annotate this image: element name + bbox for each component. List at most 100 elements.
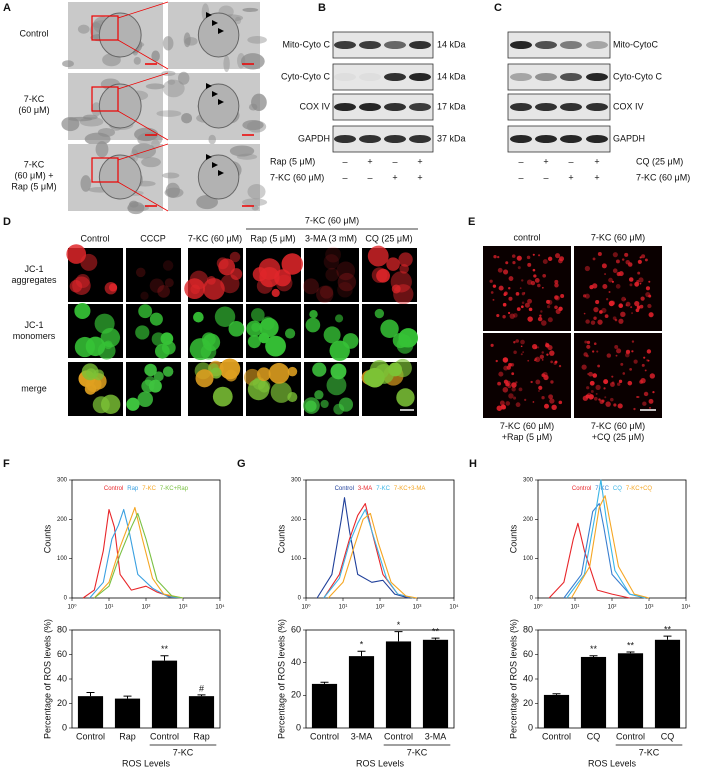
column-header: CCCP xyxy=(140,233,166,243)
cell xyxy=(303,397,320,414)
x-axis-label: ROS Levels xyxy=(356,758,405,768)
mito-spot xyxy=(516,255,522,261)
mito-spot xyxy=(496,405,503,411)
band xyxy=(359,73,381,81)
cell xyxy=(305,317,321,333)
y-tick-label: 100 xyxy=(57,556,68,562)
panel-label: G xyxy=(237,458,246,470)
cell xyxy=(218,258,236,276)
mito-spot xyxy=(526,255,531,260)
zoom-box xyxy=(91,15,119,41)
mito-spot xyxy=(610,382,615,387)
mito-spot xyxy=(595,300,600,305)
cell xyxy=(151,332,166,346)
mito-spot xyxy=(614,318,618,322)
mito-spot xyxy=(502,269,509,275)
organelle xyxy=(246,120,267,133)
error-bar xyxy=(589,655,598,657)
mito-spot xyxy=(610,397,614,402)
mito-spot xyxy=(507,311,511,315)
mito-spot xyxy=(537,283,541,288)
mito-spot xyxy=(521,301,525,305)
cell xyxy=(212,386,233,407)
cell xyxy=(126,397,140,411)
band xyxy=(359,135,381,143)
organelle xyxy=(240,53,265,70)
bar xyxy=(151,660,178,728)
y-tick-label: 0 xyxy=(528,722,533,732)
mito-spot xyxy=(547,256,553,262)
mito-spot xyxy=(538,385,543,390)
band xyxy=(334,41,356,49)
mito-spot xyxy=(589,396,593,400)
arrowhead xyxy=(212,91,218,97)
mito-spot xyxy=(521,292,525,296)
organelle xyxy=(242,120,264,131)
x-tick-label: 10³ xyxy=(179,605,188,611)
organelle xyxy=(242,7,259,12)
organelle xyxy=(61,116,80,132)
mito-spot xyxy=(554,283,559,288)
mito-spot xyxy=(497,381,502,386)
cell xyxy=(193,311,204,323)
y-tick-label: 0 xyxy=(530,596,534,602)
label-line: JC-1 xyxy=(24,264,43,274)
nucleus xyxy=(98,154,142,200)
mito-spot xyxy=(588,371,593,377)
panel-label: F xyxy=(3,458,10,470)
mito-spot xyxy=(595,392,598,395)
x-tick-label: Rap xyxy=(119,731,136,741)
nucleus xyxy=(197,83,240,129)
cell xyxy=(274,269,292,287)
organelle xyxy=(151,50,160,62)
label-line: 7-KC (60 μM) xyxy=(500,421,554,431)
arrowhead xyxy=(206,12,212,18)
mito-spot xyxy=(608,277,613,283)
zoom-line xyxy=(117,110,169,141)
label-line: (60 μM) + xyxy=(15,170,54,180)
mito-spot xyxy=(639,282,642,285)
cell xyxy=(252,267,267,282)
y-tick-label: 40 xyxy=(57,673,67,683)
cell xyxy=(103,340,113,350)
bar xyxy=(617,653,644,728)
cell xyxy=(371,267,388,283)
cell xyxy=(284,328,296,339)
mito-spot xyxy=(513,350,517,355)
x-tick-label: Control xyxy=(616,731,645,741)
mito-spot xyxy=(630,306,633,309)
mito-spot xyxy=(542,273,547,278)
error-bar xyxy=(160,655,169,661)
y-tick-label: 40 xyxy=(523,673,533,683)
sign: + xyxy=(367,156,372,166)
sign: + xyxy=(417,172,422,182)
organelle xyxy=(247,36,267,44)
mito-spot xyxy=(627,380,633,386)
mito-spot xyxy=(640,296,645,301)
y-tick-label: 20 xyxy=(523,698,533,708)
band xyxy=(384,135,406,143)
mito-spot xyxy=(551,404,557,411)
x-tick-label: 10² xyxy=(376,605,385,611)
panel-label: E xyxy=(468,216,475,228)
cell xyxy=(247,335,261,349)
cell xyxy=(149,278,164,293)
mito-spot xyxy=(505,261,509,265)
arrowhead xyxy=(212,20,218,26)
y-axis-label: Counts xyxy=(42,524,52,553)
band xyxy=(535,103,557,111)
mito-spot xyxy=(604,314,609,319)
mito-spot xyxy=(593,316,597,320)
cell xyxy=(314,390,324,400)
organelle xyxy=(236,153,258,160)
bar xyxy=(77,696,104,728)
mito-spot xyxy=(637,395,640,399)
column-header: control xyxy=(513,232,540,242)
x-tick-label: Control xyxy=(310,731,339,741)
nucleus xyxy=(197,154,240,200)
label-line: (60 μM) xyxy=(18,105,49,115)
arrowhead xyxy=(206,83,212,89)
column-header: CQ (25 μM) xyxy=(365,233,412,243)
organelle xyxy=(162,172,180,179)
mito-spot xyxy=(522,351,525,353)
